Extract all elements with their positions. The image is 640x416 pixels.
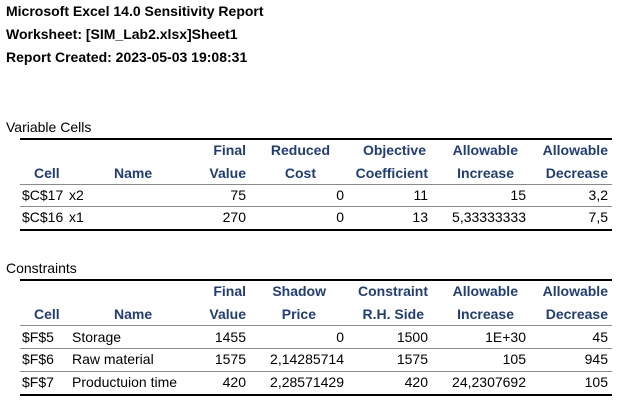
variable-cells-top-border [20, 138, 612, 140]
report-worksheet: Worksheet: [SIM_Lab2.xlsx]Sheet1 [6, 26, 238, 42]
constraints-row-divider-1 [20, 348, 612, 349]
con-row3-increase: 24,2307692 [452, 374, 526, 390]
con-header-final-2: Value [209, 306, 246, 322]
vc-header-cell: Cell [34, 165, 60, 181]
vc-row2-decrease: 7,5 [588, 209, 608, 225]
vc-header-name: Name [114, 165, 153, 181]
vc-row2-name: x1 [69, 209, 84, 225]
con-header-rhs-2: R.H. Side [362, 306, 424, 322]
con-row3-rhs: 420 [404, 374, 428, 390]
con-header-cell: Cell [34, 306, 60, 322]
con-row2-name: Raw material [72, 351, 154, 367]
report-created: Report Created: 2023-05-03 19:08:31 [6, 49, 248, 65]
vc-row1-increase: 15 [510, 187, 526, 203]
variable-cells-row-divider [20, 206, 612, 207]
con-row1-name: Storage [72, 329, 122, 345]
con-row2-final: 1575 [214, 351, 246, 367]
vc-row2-cell: $C$16 [22, 209, 64, 225]
vc-row2-final: 270 [222, 209, 246, 225]
con-header-increase-2: Increase [457, 306, 514, 322]
con-row2-decrease: 945 [584, 351, 608, 367]
vc-header-increase-2: Increase [457, 165, 514, 181]
vc-header-final-2: Value [209, 165, 246, 181]
con-row2-rhs: 1575 [396, 351, 428, 367]
con-header-final-1: Final [213, 283, 246, 299]
vc-row2-objective: 13 [412, 209, 428, 225]
con-header-shadow-1: Shadow [272, 283, 326, 299]
constraints-top-border [20, 279, 612, 281]
con-row2-shadow: 2,14285714 [270, 351, 344, 367]
con-row1-rhs: 1500 [396, 329, 428, 345]
vc-row2-reduced: 0 [336, 209, 344, 225]
con-row3-cell: $F$7 [22, 374, 54, 390]
vc-header-increase-1: Allowable [452, 142, 518, 158]
vc-row1-name: x2 [69, 187, 84, 203]
con-row1-final: 1455 [214, 329, 246, 345]
con-row3-name: Productuion time [72, 374, 178, 390]
vc-row2-increase: 5,33333333 [452, 209, 526, 225]
con-row3-decrease: 105 [584, 374, 608, 390]
variable-cells-bottom-border [20, 229, 612, 231]
con-row3-final: 420 [222, 374, 246, 390]
variable-cells-label: Variable Cells [6, 119, 92, 135]
vc-row1-reduced: 0 [336, 187, 344, 203]
constraints-row-divider-2 [20, 371, 612, 372]
con-row1-shadow: 0 [336, 329, 344, 345]
vc-row1-cell: $C$17 [22, 187, 64, 203]
report-title: Microsoft Excel 14.0 Sensitivity Report [6, 3, 264, 19]
constraints-header-border [20, 325, 612, 326]
vc-row1-decrease: 3,2 [588, 187, 608, 203]
vc-header-objective-2: Coefficient [355, 165, 428, 181]
con-row1-cell: $F$5 [22, 329, 54, 345]
con-row2-increase: 105 [502, 351, 526, 367]
vc-header-reduced-2: Cost [284, 165, 316, 181]
con-row1-increase: 1E+30 [485, 329, 526, 345]
vc-row1-objective: 11 [413, 187, 428, 203]
vc-row1-final: 75 [230, 187, 246, 203]
con-header-decrease-1: Allowable [542, 283, 608, 299]
vc-header-objective-1: Objective [362, 142, 426, 158]
constraints-bottom-border [20, 394, 612, 396]
con-header-decrease-2: Decrease [545, 306, 608, 322]
con-row3-shadow: 2,28571429 [270, 374, 344, 390]
vc-header-final-1: Final [213, 142, 246, 158]
constraints-label: Constraints [6, 260, 77, 276]
vc-header-decrease-1: Allowable [542, 142, 608, 158]
variable-cells-header-border [20, 184, 612, 185]
con-header-name: Name [114, 306, 153, 322]
vc-header-decrease-2: Decrease [545, 165, 608, 181]
con-row2-cell: $F$6 [22, 351, 54, 367]
vc-header-reduced-1: Reduced [270, 142, 330, 158]
con-header-increase-1: Allowable [452, 283, 518, 299]
con-header-shadow-2: Price [281, 306, 316, 322]
con-header-rhs-1: Constraint [358, 283, 428, 299]
con-row1-decrease: 45 [592, 329, 608, 345]
